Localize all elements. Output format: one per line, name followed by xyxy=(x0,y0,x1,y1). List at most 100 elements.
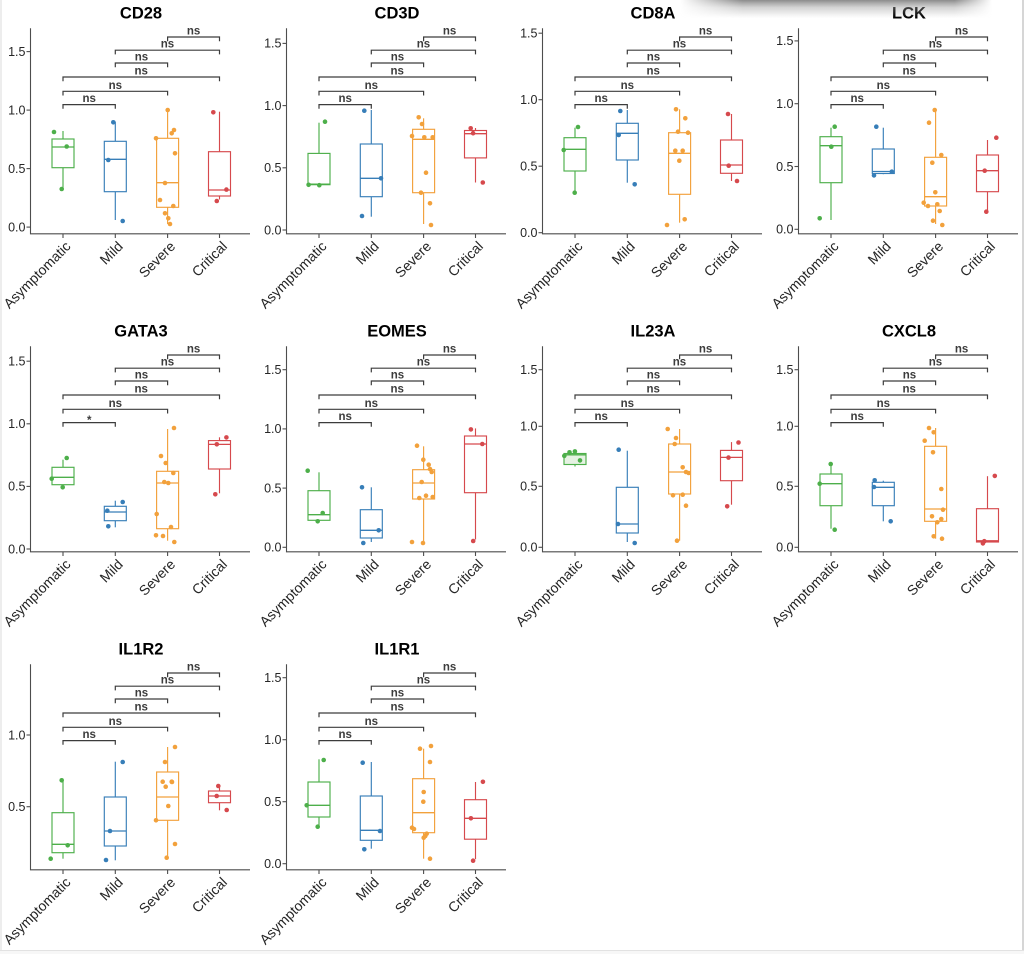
svg-text:ns: ns xyxy=(134,66,147,78)
svg-text:0.0: 0.0 xyxy=(520,541,537,555)
svg-text:IL1R1: IL1R1 xyxy=(375,641,420,659)
svg-text:ns: ns xyxy=(365,716,378,728)
svg-text:0.5: 0.5 xyxy=(8,162,25,176)
svg-text:1.5: 1.5 xyxy=(8,45,25,59)
svg-text:CD28: CD28 xyxy=(120,5,162,23)
svg-text:ns: ns xyxy=(161,675,174,687)
svg-text:ns: ns xyxy=(646,66,659,78)
svg-text:1.5: 1.5 xyxy=(520,27,537,41)
svg-text:ns: ns xyxy=(365,398,378,410)
svg-text:CD3D: CD3D xyxy=(375,5,420,23)
svg-text:0.5: 0.5 xyxy=(8,480,25,494)
svg-text:ns: ns xyxy=(161,39,174,51)
svg-text:IL1R2: IL1R2 xyxy=(119,641,164,659)
svg-text:ns: ns xyxy=(699,26,712,38)
svg-text:1.5: 1.5 xyxy=(520,363,537,377)
svg-text:1.0: 1.0 xyxy=(776,420,793,434)
svg-text:ns: ns xyxy=(82,729,95,741)
svg-text:0.0: 0.0 xyxy=(264,223,281,237)
svg-text:1.0: 1.0 xyxy=(264,99,281,113)
svg-text:IL23A: IL23A xyxy=(631,323,676,341)
svg-text:ns: ns xyxy=(338,729,351,741)
svg-text:1.5: 1.5 xyxy=(264,37,281,51)
svg-text:ns: ns xyxy=(161,357,174,369)
svg-text:ns: ns xyxy=(443,26,456,38)
svg-text:0.0: 0.0 xyxy=(8,542,25,556)
svg-text:ns: ns xyxy=(955,26,968,38)
svg-text:ns: ns xyxy=(673,39,686,51)
svg-text:1.5: 1.5 xyxy=(8,355,25,369)
svg-text:ns: ns xyxy=(338,93,351,105)
svg-text:ns: ns xyxy=(877,398,890,410)
svg-text:ns: ns xyxy=(646,384,659,396)
svg-text:ns: ns xyxy=(109,80,122,92)
svg-text:CXCL8: CXCL8 xyxy=(882,323,936,341)
svg-text:0.0: 0.0 xyxy=(264,857,281,871)
svg-text:1.0: 1.0 xyxy=(520,420,537,434)
svg-text:ns: ns xyxy=(82,93,95,105)
svg-text:ns: ns xyxy=(135,370,148,382)
svg-text:ns: ns xyxy=(902,66,915,78)
svg-text:ns: ns xyxy=(850,411,863,423)
svg-text:1.0: 1.0 xyxy=(264,422,281,436)
svg-text:1.0: 1.0 xyxy=(776,97,793,111)
svg-text:ns: ns xyxy=(621,80,634,92)
svg-text:ns: ns xyxy=(443,662,456,674)
svg-text:1.0: 1.0 xyxy=(8,728,25,742)
svg-text:ns: ns xyxy=(391,688,404,700)
svg-text:ns: ns xyxy=(673,357,686,369)
svg-text:ns: ns xyxy=(417,39,430,51)
svg-text:ns: ns xyxy=(955,344,968,356)
svg-text:ns: ns xyxy=(187,26,200,38)
svg-text:ns: ns xyxy=(109,398,122,410)
svg-text:1.0: 1.0 xyxy=(264,733,281,747)
svg-text:ns: ns xyxy=(134,702,147,714)
svg-text:ns: ns xyxy=(390,384,403,396)
svg-text:ns: ns xyxy=(365,80,378,92)
svg-text:ns: ns xyxy=(621,398,634,410)
svg-text:ns: ns xyxy=(187,662,200,674)
svg-text:ns: ns xyxy=(594,93,607,105)
svg-text:1.5: 1.5 xyxy=(264,671,281,685)
svg-text:CD8A: CD8A xyxy=(631,5,676,23)
svg-text:ns: ns xyxy=(903,52,916,64)
svg-text:ns: ns xyxy=(647,52,660,64)
svg-text:ns: ns xyxy=(417,357,430,369)
svg-text:ns: ns xyxy=(443,344,456,356)
svg-text:*: * xyxy=(87,415,92,427)
svg-text:0.5: 0.5 xyxy=(520,480,537,494)
svg-text:ns: ns xyxy=(391,370,404,382)
svg-text:0.5: 0.5 xyxy=(776,160,793,174)
svg-text:1.5: 1.5 xyxy=(264,363,281,377)
svg-text:ns: ns xyxy=(594,411,607,423)
svg-text:GATA3: GATA3 xyxy=(114,323,167,341)
svg-text:ns: ns xyxy=(699,344,712,356)
svg-text:ns: ns xyxy=(417,675,430,687)
svg-text:ns: ns xyxy=(391,52,404,64)
svg-text:ns: ns xyxy=(109,716,122,728)
svg-text:1.0: 1.0 xyxy=(8,417,25,431)
svg-text:1.0: 1.0 xyxy=(8,103,25,117)
svg-text:0.0: 0.0 xyxy=(520,226,537,240)
svg-text:0.5: 0.5 xyxy=(264,795,281,809)
svg-text:0.5: 0.5 xyxy=(776,480,793,494)
svg-text:ns: ns xyxy=(877,80,890,92)
svg-text:ns: ns xyxy=(390,66,403,78)
svg-text:ns: ns xyxy=(850,93,863,105)
svg-text:ns: ns xyxy=(134,384,147,396)
svg-text:ns: ns xyxy=(647,370,660,382)
svg-text:ns: ns xyxy=(929,357,942,369)
svg-text:0.5: 0.5 xyxy=(8,800,25,814)
svg-text:ns: ns xyxy=(902,384,915,396)
svg-text:0.5: 0.5 xyxy=(264,161,281,175)
svg-text:0.0: 0.0 xyxy=(776,541,793,555)
svg-text:ns: ns xyxy=(135,52,148,64)
svg-text:ns: ns xyxy=(903,370,916,382)
svg-text:1.5: 1.5 xyxy=(776,363,793,377)
svg-text:ns: ns xyxy=(135,688,148,700)
svg-text:1.0: 1.0 xyxy=(520,93,537,107)
svg-text:EOMES: EOMES xyxy=(367,323,427,341)
svg-text:ns: ns xyxy=(929,39,942,51)
svg-text:ns: ns xyxy=(390,702,403,714)
svg-text:0.0: 0.0 xyxy=(264,541,281,555)
